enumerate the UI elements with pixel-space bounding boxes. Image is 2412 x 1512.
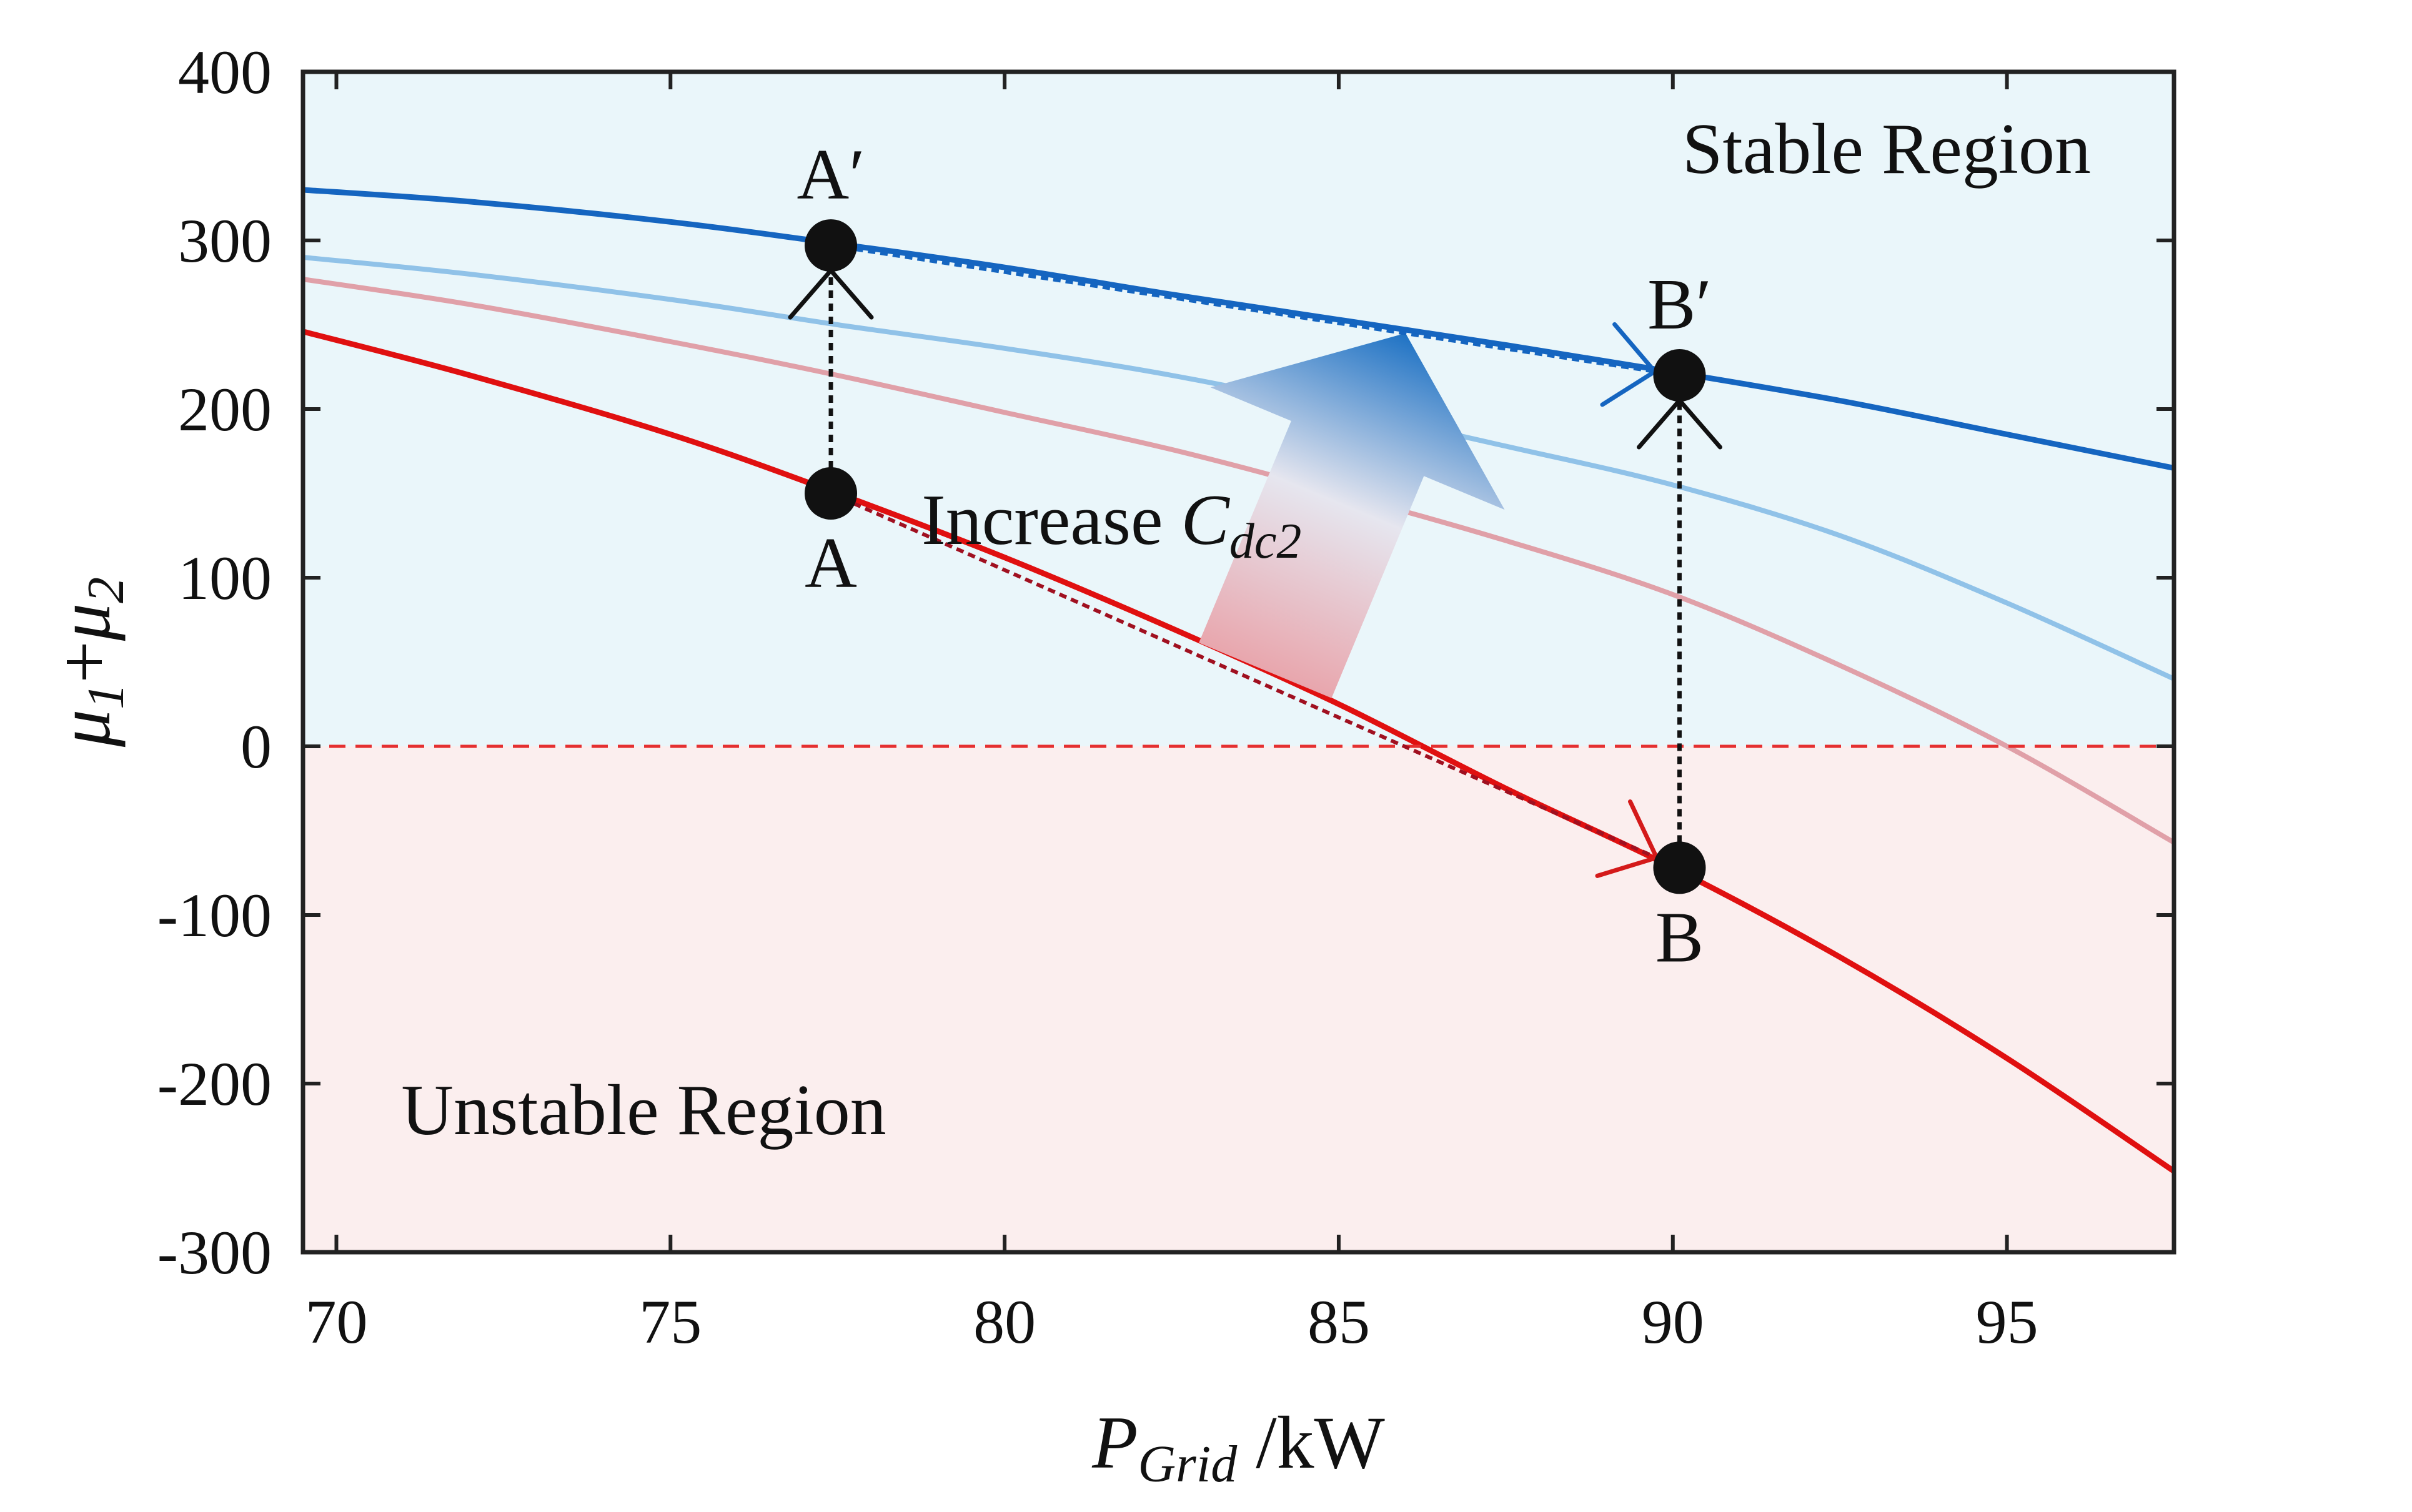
point-label: A′: [797, 135, 865, 215]
increase-label-sub: dc2: [1229, 514, 1302, 569]
plot-frame: [300, 69, 2176, 1255]
point-label: A: [805, 523, 857, 603]
x-tick-label: 90: [1642, 1287, 1704, 1356]
y-tick-label: -300: [157, 1218, 272, 1287]
increase-label: Increase Cdc2: [921, 480, 1301, 569]
path-a-prime-to-b-prime: [855, 247, 1652, 373]
point-marker: [805, 219, 858, 272]
y-axis-title: μ1+μ2: [42, 577, 135, 748]
x-tick-label: 85: [1308, 1287, 1370, 1356]
x-axis-title: PGrid /kW: [1091, 1401, 1385, 1493]
point-label: B′: [1647, 265, 1712, 345]
x-tick-label: 70: [305, 1287, 367, 1356]
x-tick-label: 75: [639, 1287, 702, 1356]
x-axis-title-main: P: [1091, 1401, 1138, 1484]
y-axis-title-plus: +: [42, 641, 126, 683]
y-tick-label: 400: [178, 37, 272, 107]
point-marker: [1653, 841, 1706, 894]
unstable-region-label: Unstable Region: [401, 1070, 886, 1150]
path-a-to-b: [853, 502, 1655, 858]
increase-arrow: [1199, 333, 1505, 698]
x-axis-title-unit: /kW: [1237, 1401, 1385, 1484]
point-marker: [1653, 349, 1706, 402]
increase-label-var: C: [1181, 480, 1231, 560]
unstable-region-fill: [303, 746, 2174, 1252]
y-tick-label: 0: [241, 712, 272, 781]
y-tick-label: 300: [178, 206, 272, 275]
curve-dark-blue: [303, 187, 2174, 471]
x-axis-title-sub: Grid: [1138, 1435, 1238, 1493]
y-tick-label: 200: [178, 375, 272, 444]
x-tick-label: 95: [1976, 1287, 2038, 1356]
point-marker: [805, 467, 858, 520]
y-tick-label: 100: [178, 543, 272, 613]
point-label: B: [1655, 897, 1704, 977]
y-tick-label: -200: [157, 1049, 272, 1119]
y-axis-title-sub2: 2: [77, 577, 135, 603]
y-axis-title-mu2: μ: [42, 603, 126, 641]
curve-light-red: [303, 277, 2174, 845]
x-tick-label: 80: [973, 1287, 1036, 1356]
y-tick-label: -100: [157, 881, 272, 950]
y-axis-title-mu1: μ: [42, 709, 126, 748]
increase-label-text: Increase: [921, 480, 1181, 560]
stable-region-label: Stable Region: [1682, 109, 2091, 189]
y-axis-title-sub1: 1: [77, 683, 135, 709]
